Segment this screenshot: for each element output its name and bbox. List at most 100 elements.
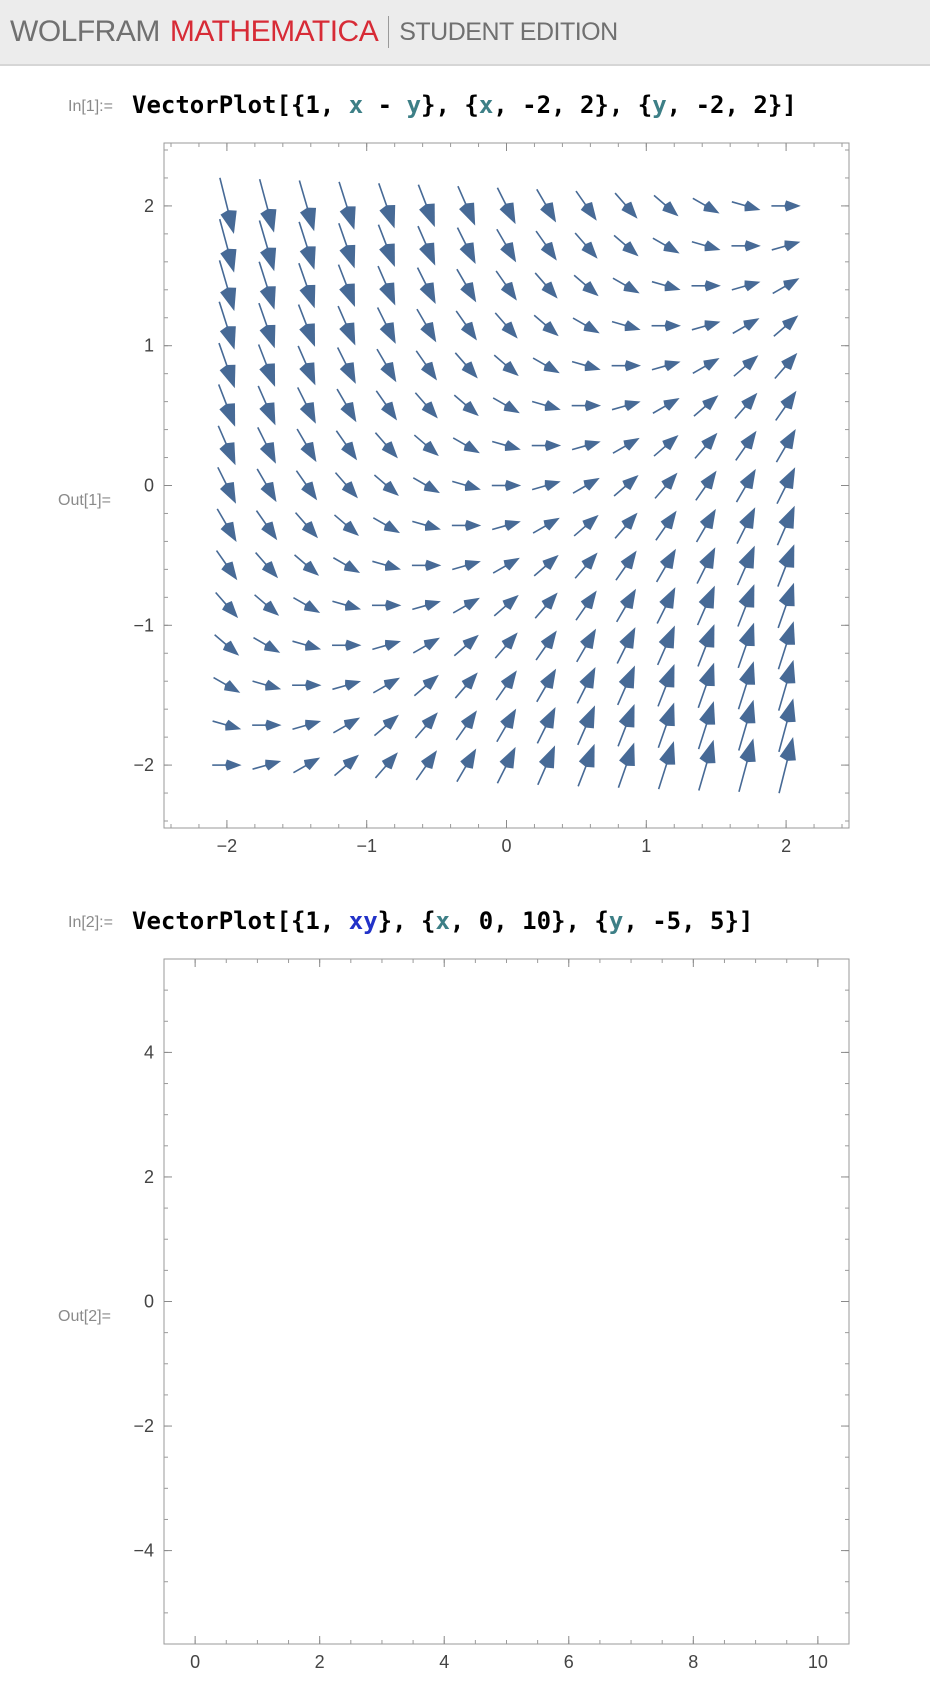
vector-arrow bbox=[575, 190, 597, 221]
vector-arrow bbox=[332, 639, 362, 651]
vector-arrow bbox=[494, 632, 518, 659]
code-token: }, { bbox=[377, 907, 436, 935]
x-tick-label: −2 bbox=[217, 836, 238, 856]
vector-arrow bbox=[258, 261, 276, 310]
vector-arrow bbox=[216, 508, 237, 543]
vector-arrow bbox=[455, 310, 477, 341]
vector-arrow bbox=[218, 301, 236, 350]
x-tick-label: 1 bbox=[641, 836, 651, 856]
vector-arrow bbox=[252, 759, 282, 771]
vector-arrow bbox=[337, 264, 355, 307]
vector-arrow bbox=[336, 388, 357, 423]
vector-arrow bbox=[257, 385, 276, 426]
vector-plot-2[interactable]: 0 2 4 6 8 10 −4 −2 0 2 4 bbox=[133, 958, 850, 1672]
vector-arrow bbox=[536, 188, 557, 223]
vector-arrow bbox=[258, 302, 276, 349]
vector-arrow bbox=[253, 636, 281, 653]
vector-arrow bbox=[332, 717, 361, 734]
vector-arrow bbox=[698, 739, 716, 791]
code-token: , -5, 5}] bbox=[623, 907, 754, 935]
vector-arrow bbox=[655, 548, 676, 583]
vector-arrow bbox=[615, 550, 637, 581]
vector-arrow bbox=[218, 260, 237, 312]
vector-arrow bbox=[535, 230, 557, 261]
vector-arrow bbox=[252, 679, 282, 691]
x-tick-label: 2 bbox=[315, 1652, 325, 1672]
y-tick-label: 1 bbox=[144, 336, 154, 356]
vector-arrow bbox=[456, 268, 477, 303]
vector-arrow bbox=[778, 698, 796, 753]
vector-arrow bbox=[412, 637, 440, 654]
vector-arrow bbox=[296, 387, 316, 424]
vector-arrow bbox=[773, 315, 799, 337]
vector-arrow bbox=[731, 200, 761, 212]
vector-arrow bbox=[294, 512, 319, 539]
vector-arrow bbox=[732, 318, 760, 335]
vector-arrow bbox=[572, 477, 600, 494]
vector-arrow bbox=[452, 480, 481, 491]
vector-arrow bbox=[612, 277, 640, 294]
input-cell-1[interactable]: VectorPlot[{1, x - y}, {x, -2, 2}, {y, -… bbox=[132, 91, 797, 119]
vector-arrow bbox=[258, 220, 277, 272]
vector-arrow bbox=[696, 585, 715, 626]
vector-arrow bbox=[656, 625, 675, 666]
vector-arrow bbox=[374, 432, 398, 459]
vector-arrow bbox=[772, 278, 800, 295]
vector-arrow bbox=[215, 550, 238, 581]
plot-frame bbox=[163, 958, 850, 1645]
vector-arrow bbox=[298, 221, 316, 270]
vector-arrow bbox=[292, 639, 322, 651]
vector-arrow bbox=[693, 395, 719, 417]
vector-arrow bbox=[778, 736, 796, 794]
vector-arrow bbox=[292, 719, 322, 731]
vector-arrow bbox=[735, 468, 756, 503]
vector-arrow bbox=[217, 466, 237, 504]
brand-wolfram: WOLFRAM bbox=[10, 15, 160, 48]
vector-arrow bbox=[652, 397, 680, 414]
x-tick-label: 0 bbox=[190, 1652, 200, 1672]
vector-arrow bbox=[292, 679, 322, 691]
vector-arrow bbox=[413, 674, 439, 697]
x-tick-label: 0 bbox=[501, 836, 511, 856]
vector-arrow bbox=[371, 599, 402, 611]
vector-arrow bbox=[691, 280, 721, 292]
vector-arrow bbox=[377, 265, 396, 306]
vector-arrow bbox=[696, 547, 716, 584]
vector-arrow bbox=[534, 272, 558, 299]
vector-arrow bbox=[695, 508, 716, 543]
vector-arrow bbox=[651, 320, 681, 332]
y-tick-label: −4 bbox=[133, 1541, 154, 1561]
vector-arrow bbox=[692, 197, 720, 214]
vector-arrow bbox=[492, 397, 520, 414]
code-token: xy bbox=[348, 907, 378, 935]
vector-arrow bbox=[413, 434, 439, 457]
vector-arrow bbox=[456, 227, 476, 265]
vector-plot-1[interactable]: −2 −1 0 1 2 −2 −1 0 1 2 bbox=[133, 142, 850, 856]
vector-arrow bbox=[496, 187, 516, 225]
brand-mathematica: MATHEMATICA bbox=[169, 15, 379, 48]
vector-arrow bbox=[494, 312, 518, 339]
y-tick-label: 0 bbox=[144, 476, 154, 496]
brand-edition: STUDENT EDITION bbox=[399, 17, 618, 46]
vector-arrow bbox=[573, 514, 599, 537]
vector-arrow bbox=[376, 307, 396, 344]
code-token: y bbox=[652, 91, 667, 119]
vector-arrow bbox=[411, 559, 442, 571]
vector-arrow bbox=[456, 748, 477, 783]
vector-arrow bbox=[378, 183, 396, 229]
out-label-2: Out[2]= bbox=[58, 1308, 111, 1325]
vector-arrow bbox=[534, 592, 558, 619]
code-token: y bbox=[406, 91, 422, 119]
vector-arrow bbox=[775, 428, 796, 463]
vector-arrow bbox=[776, 467, 796, 505]
vector-arrow bbox=[417, 225, 436, 266]
vector-arrow bbox=[258, 178, 277, 233]
vector-arrow bbox=[254, 594, 280, 616]
vector-arrow bbox=[656, 587, 676, 624]
input-cell-2[interactable]: VectorPlot[{1, xy}, {x, 0, 10}, {y, -5, … bbox=[132, 907, 753, 935]
vector-arrow bbox=[697, 701, 716, 750]
vector-arrow bbox=[333, 514, 359, 536]
out-label-1: Out[1]= bbox=[58, 492, 111, 509]
code-token: VectorPlot[{1, bbox=[132, 907, 349, 935]
vector-arrow bbox=[697, 624, 715, 667]
